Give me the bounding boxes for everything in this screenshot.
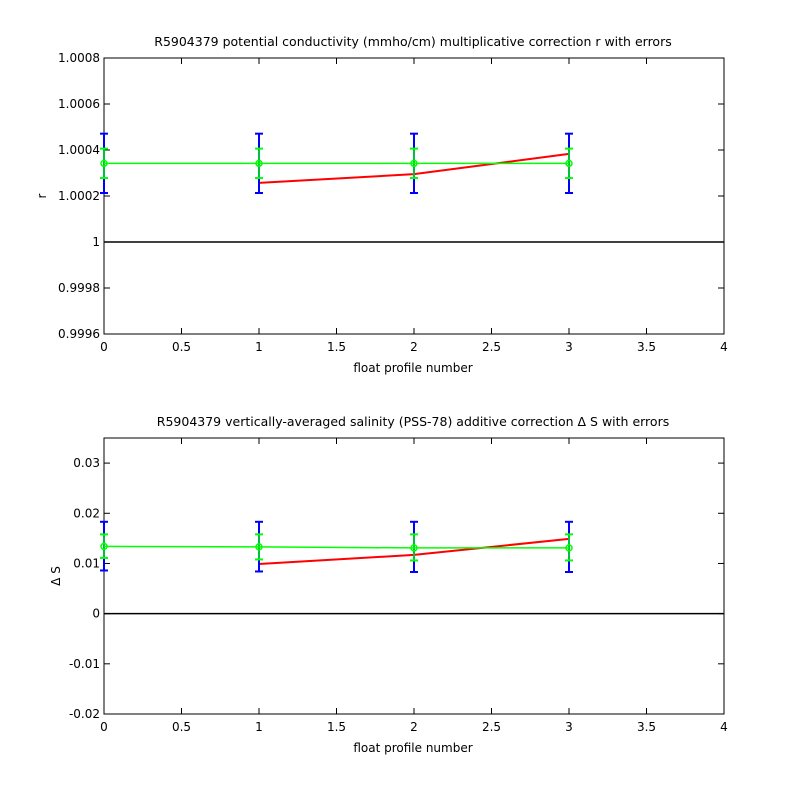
data-point (565, 159, 573, 168)
x-tick-label: 4 (720, 720, 728, 734)
data-point (410, 544, 418, 552)
x-tick-label: 0.5 (172, 720, 191, 734)
x-tick-label: 2 (410, 340, 418, 354)
x-tick-label: 3.5 (637, 720, 656, 734)
y-tick-label: 0 (92, 607, 100, 621)
y-axis-label: Δ S (49, 566, 63, 586)
data-point (255, 159, 263, 168)
y-tick-label: 0.01 (73, 556, 100, 570)
salinity-correction-plot: R5904379 vertically-averaged salinity (P… (49, 414, 728, 755)
x-tick-label: 2 (410, 720, 418, 734)
data-point (100, 542, 108, 551)
x-tick-label: 2.5 (482, 720, 501, 734)
y-tick-label: -0.01 (69, 657, 100, 671)
x-tick-label: 3 (565, 340, 573, 354)
x-tick-label: 0 (100, 340, 108, 354)
x-tick-label: 2.5 (482, 340, 501, 354)
series-line-green (103, 545, 569, 549)
x-tick-label: 3 (565, 720, 573, 734)
y-tick-label: 1 (92, 235, 100, 249)
plot-title: R5904379 potential conductivity (mmho/cm… (154, 34, 671, 49)
y-tick-label: 1.0004 (58, 143, 100, 157)
y-axis-label: r (35, 193, 49, 198)
y-tick-label: 1.0002 (58, 189, 100, 203)
data-point (255, 543, 263, 551)
x-tick-label: 0.5 (172, 340, 191, 354)
x-axis-label: float profile number (353, 741, 472, 755)
data-point (565, 544, 573, 552)
y-tick-label: -0.02 (69, 707, 100, 721)
data-point (410, 159, 418, 168)
y-tick-label: 0.9996 (58, 327, 100, 341)
y-tick-label: 0.03 (73, 456, 100, 470)
data-point (100, 159, 108, 168)
x-tick-label: 1.5 (327, 340, 346, 354)
y-tick-label: 0.02 (73, 506, 100, 520)
y-tick-label: 0.9998 (58, 281, 100, 295)
plot-title: R5904379 vertically-averaged salinity (P… (157, 414, 669, 429)
conductivity-correction-plot: R5904379 potential conductivity (mmho/cm… (35, 34, 728, 375)
x-tick-label: 3.5 (637, 340, 656, 354)
x-tick-label: 1 (255, 340, 263, 354)
x-tick-label: 0 (100, 720, 108, 734)
x-tick-label: 4 (720, 340, 728, 354)
y-tick-label: 1.0006 (58, 97, 100, 111)
x-axis-label: float profile number (353, 361, 472, 375)
x-tick-label: 1 (255, 720, 263, 734)
x-tick-label: 1.5 (327, 720, 346, 734)
y-tick-label: 1.0008 (58, 51, 100, 65)
